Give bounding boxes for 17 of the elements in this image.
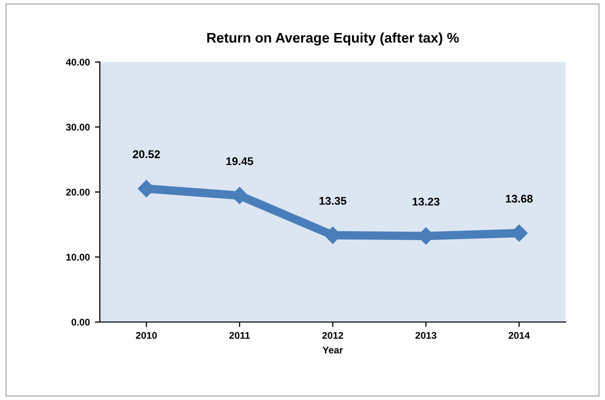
- y-tick-label: 30.00: [66, 124, 90, 131]
- y-tick-label: 0.00: [72, 318, 90, 326]
- x-tick-label: 2013: [415, 332, 436, 339]
- text: 13.35: [320, 196, 346, 205]
- text: 19.45: [226, 157, 254, 166]
- y-tick-label: 10.00: [66, 254, 90, 261]
- chart-title: Return on Average Equity (after tax) %: [207, 32, 459, 46]
- y-tick-label: 40.00: [66, 58, 90, 66]
- text: 20.52: [132, 150, 160, 158]
- y-tick-label: 20.00: [66, 188, 90, 196]
- x-axis-title: Year: [322, 346, 343, 354]
- text: 13.23: [412, 198, 440, 206]
- x-tick-label: 2014: [508, 332, 530, 339]
- x-tick-label: 2012: [322, 332, 344, 339]
- text: 13.68: [506, 194, 533, 203]
- x-tick-label: 2010: [136, 332, 157, 339]
- x-tick-label: 2011: [229, 332, 250, 339]
